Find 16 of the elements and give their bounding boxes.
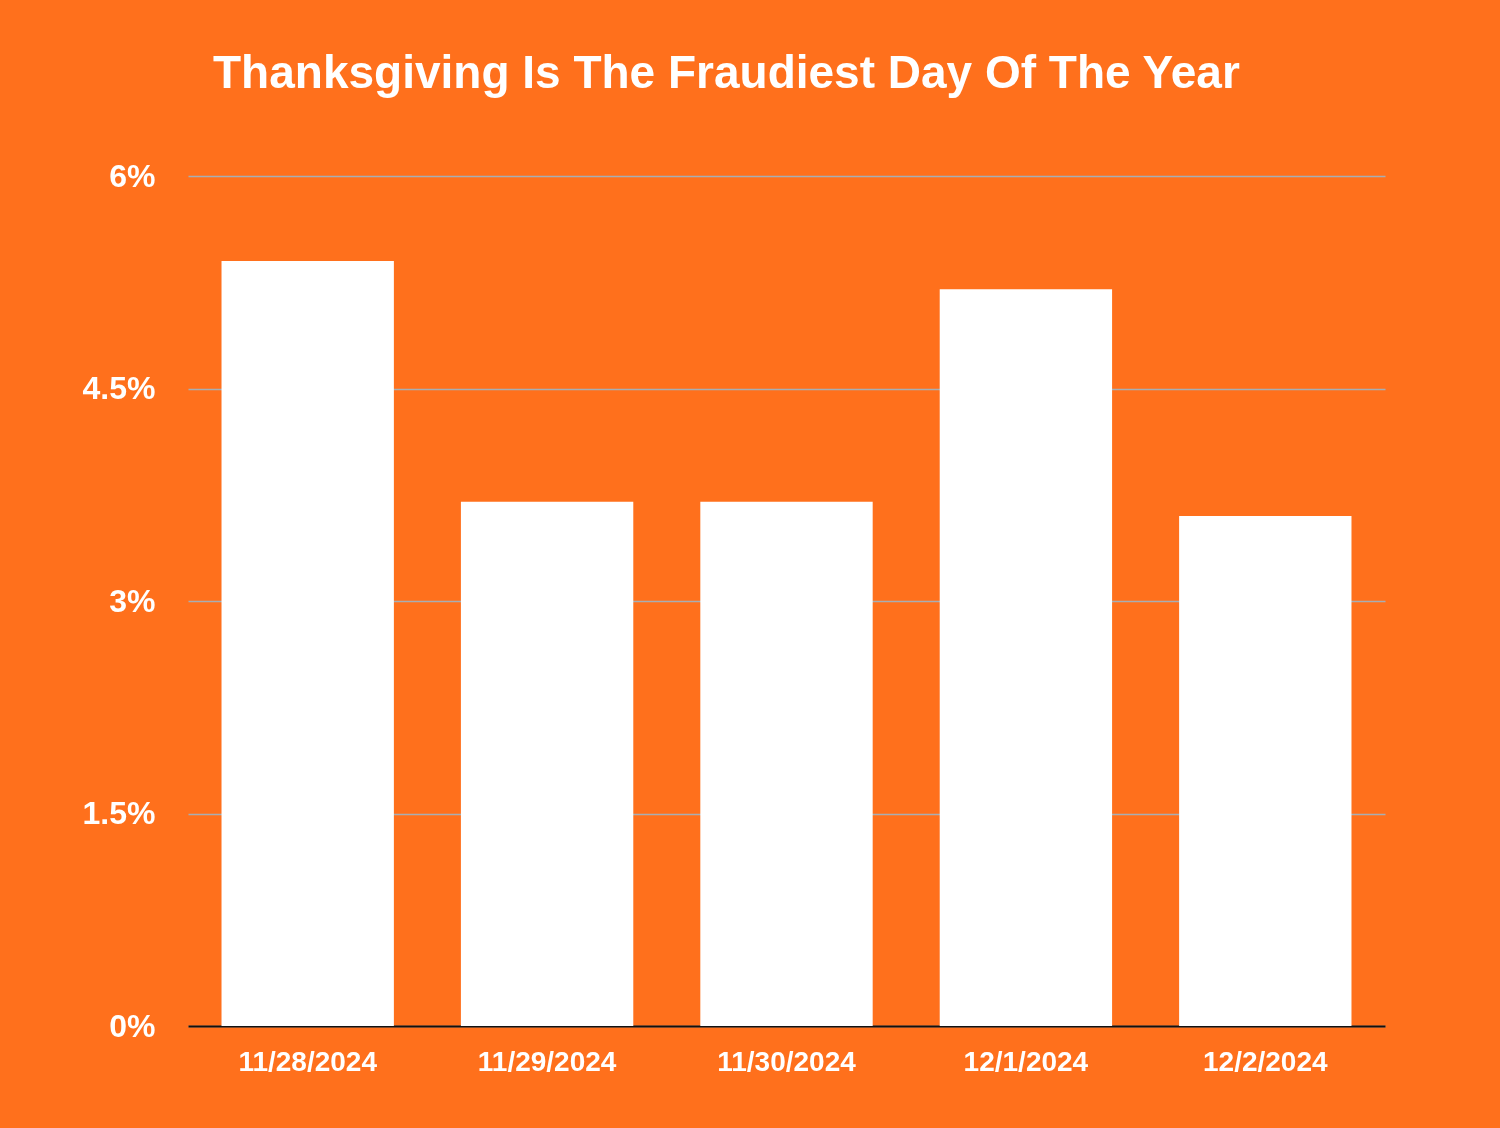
x-tick-label: 12/2/2024 xyxy=(1203,1045,1328,1077)
y-tick-label: 1.5% xyxy=(82,795,156,831)
x-tick-label: 12/1/2024 xyxy=(963,1045,1089,1077)
x-tick-label: 11/30/2024 xyxy=(717,1045,857,1077)
y-tick-label: 0% xyxy=(109,1007,156,1044)
bar xyxy=(460,501,634,1026)
chart-title: Thanksgiving Is The Fraudiest Day Of The Year xyxy=(213,46,1240,98)
bar xyxy=(221,261,394,1026)
y-tick-label: 6% xyxy=(109,157,156,194)
bar xyxy=(700,501,873,1026)
x-tick-label: 11/29/2024 xyxy=(477,1045,617,1077)
y-tick-label: 3% xyxy=(109,582,156,619)
bar xyxy=(939,289,1113,1026)
y-tick-label: 4.5% xyxy=(82,370,156,406)
x-tick-label: 11/28/2024 xyxy=(238,1045,378,1077)
bar xyxy=(1179,516,1352,1026)
